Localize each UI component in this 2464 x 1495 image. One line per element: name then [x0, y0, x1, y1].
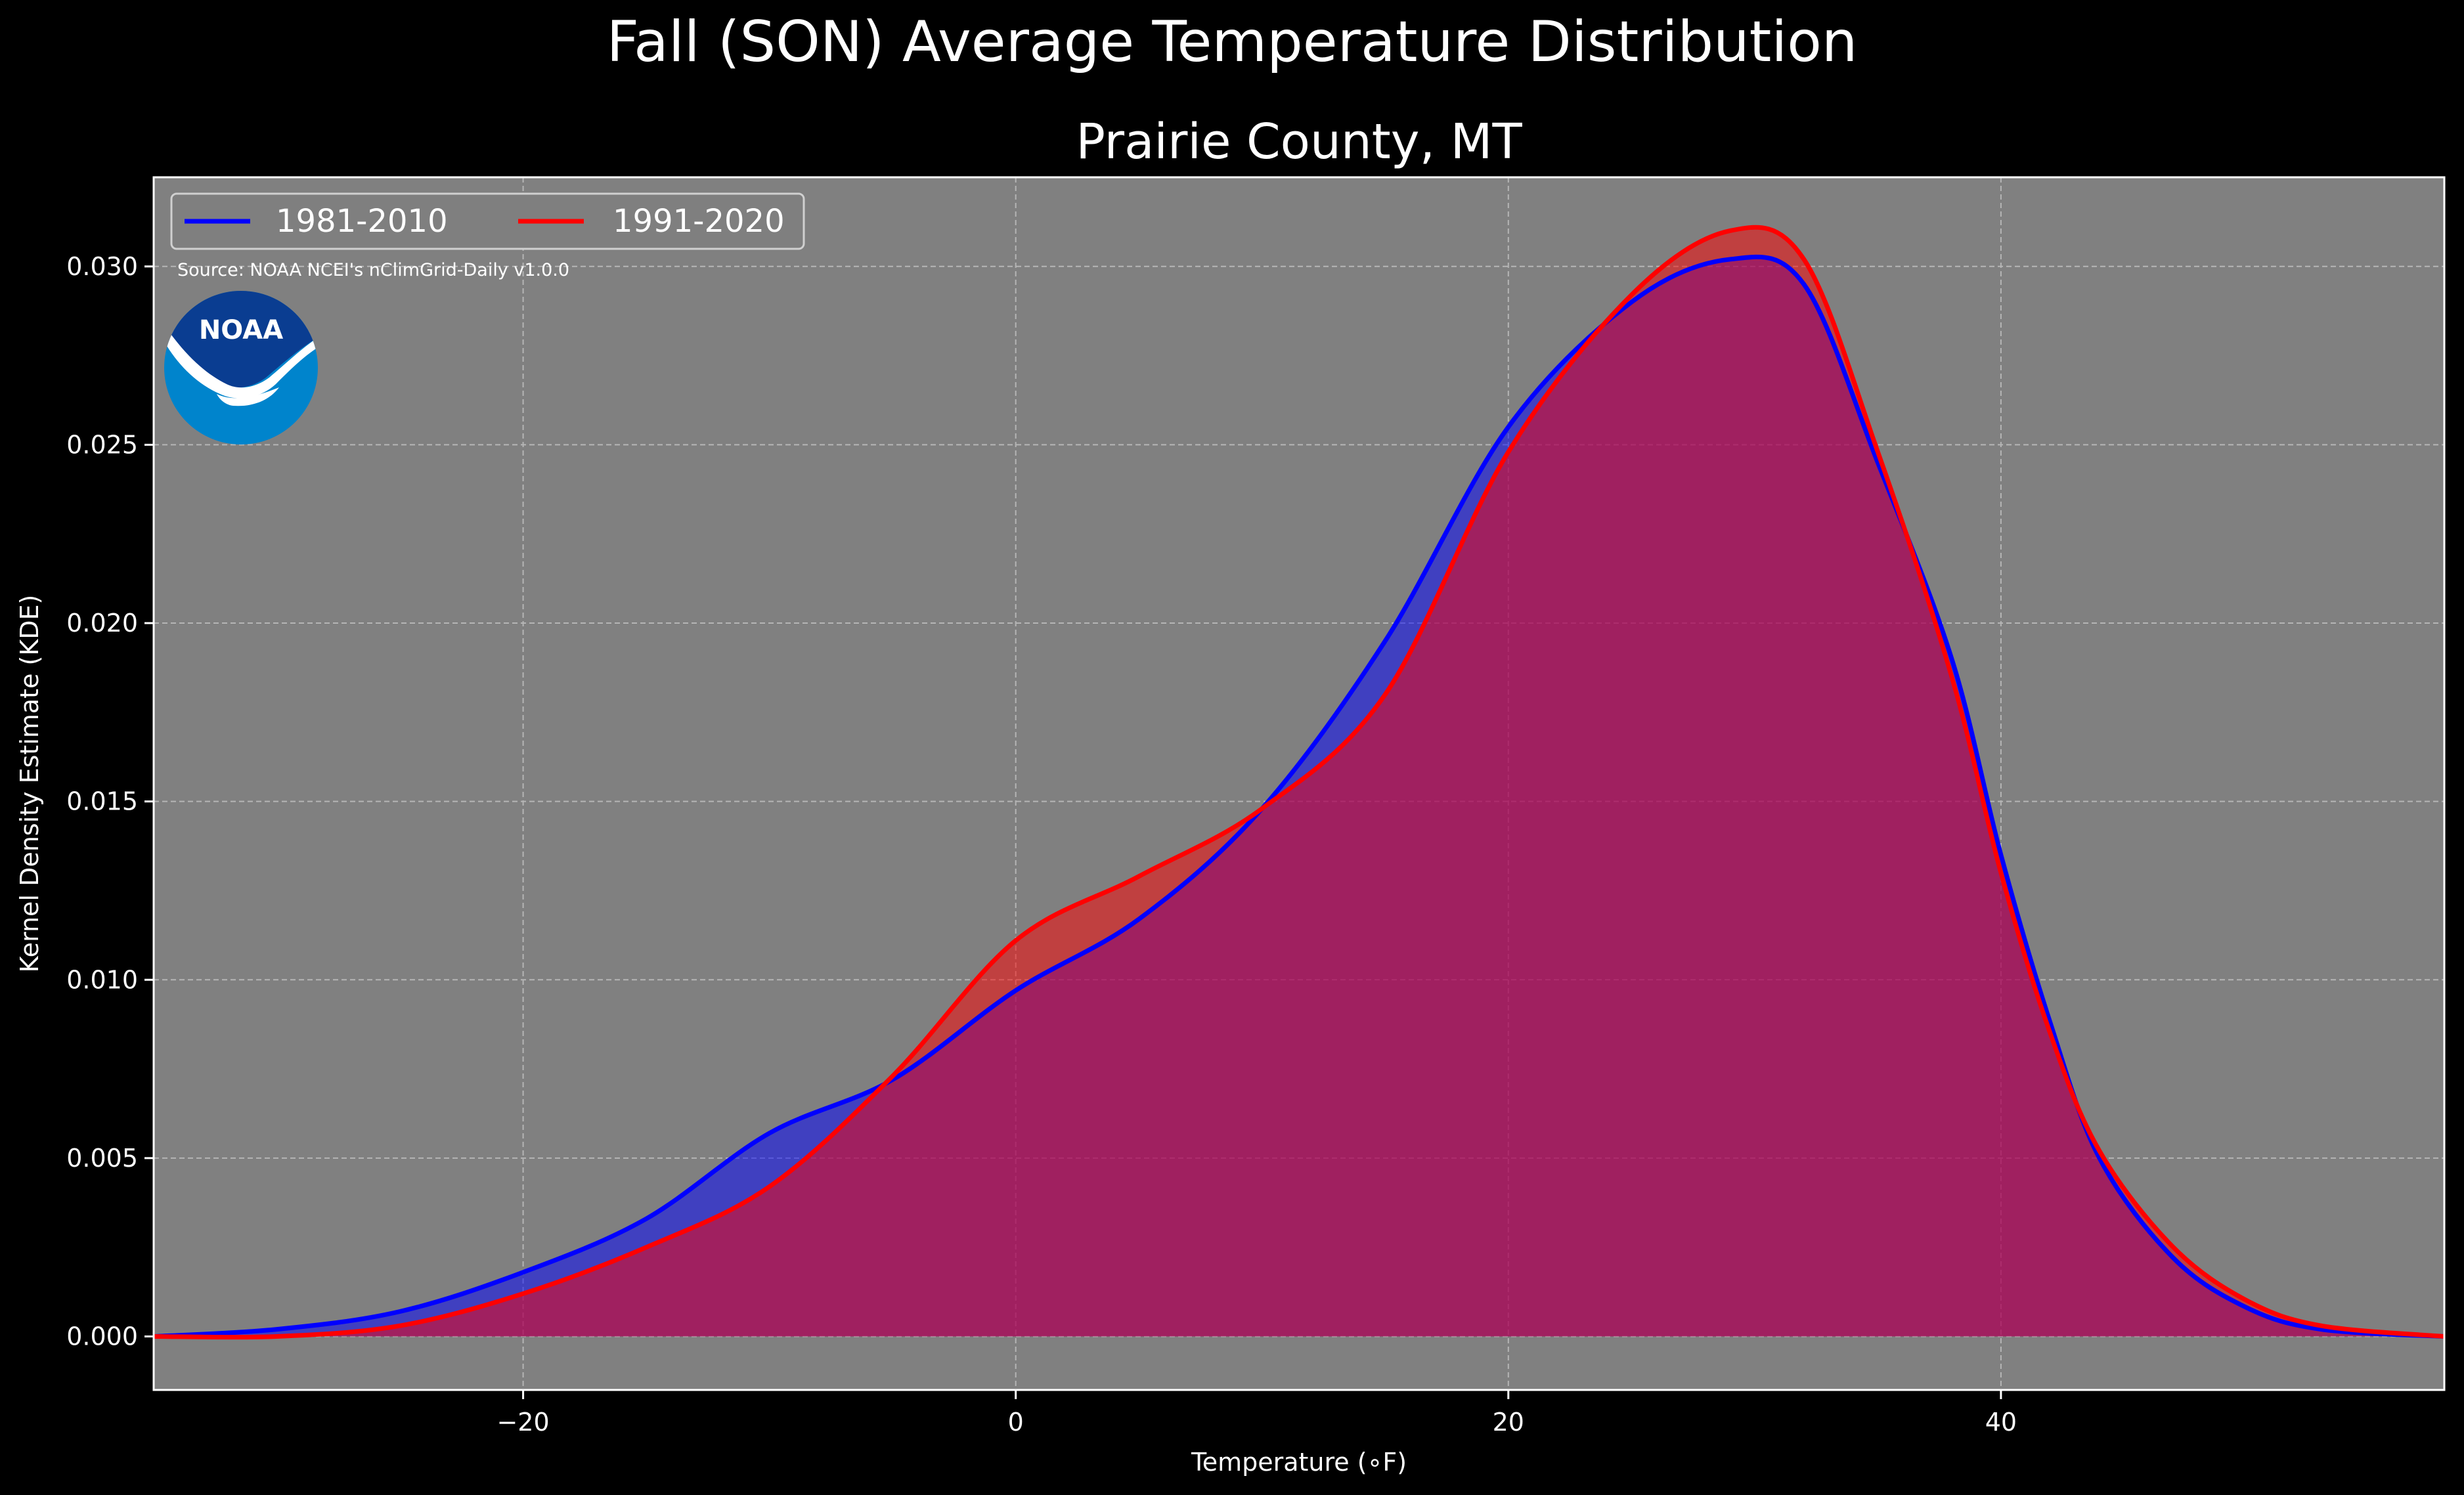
series-lines [153, 225, 2445, 1340]
x-tick-label: 0 [1008, 1408, 1024, 1437]
y-tick-label: 0.010 [66, 965, 138, 994]
legend-box [170, 192, 805, 250]
figure-suptitle: Fall (SON) Average Temperature Distribut… [606, 9, 1858, 75]
legend: 1981-2010 1991-2020 [170, 192, 805, 250]
legend-label-1991-2020: 1991-2020 [613, 203, 785, 240]
plot-frame [152, 176, 2446, 1391]
y-tick-label: 0.020 [66, 609, 138, 638]
y-tick-label: 0.015 [66, 787, 138, 816]
x-tick-label: 40 [1985, 1408, 2017, 1437]
source-note: Source: NOAA NCEI's nClimGrid-Daily v1.0… [177, 260, 569, 280]
y-axis-ticks: 0.000 0.005 0.010 0.015 0.020 0.025 0.030 [66, 252, 154, 1351]
x-axis-label: Temperature (∘F) [1191, 1448, 1407, 1477]
x-axis-ticks: −20 0 20 40 [496, 1390, 2017, 1437]
y-tick-label: 0.025 [66, 430, 138, 459]
y-tick-label: 0.030 [66, 252, 138, 281]
y-tick-label: 0.005 [66, 1144, 138, 1173]
x-tick-label: −20 [496, 1408, 549, 1437]
chart-title: Prairie County, MT [1076, 114, 1522, 170]
x-tick-label: 20 [1493, 1408, 1524, 1437]
y-axis-label: Kernel Density Estimate (KDE) [15, 595, 44, 973]
noaa-logo-text: NOAA [199, 315, 283, 345]
y-tick-label: 0.000 [66, 1322, 138, 1351]
legend-label-1981-2010: 1981-2010 [276, 203, 448, 240]
series-line-1991-2020 [153, 225, 2445, 1340]
